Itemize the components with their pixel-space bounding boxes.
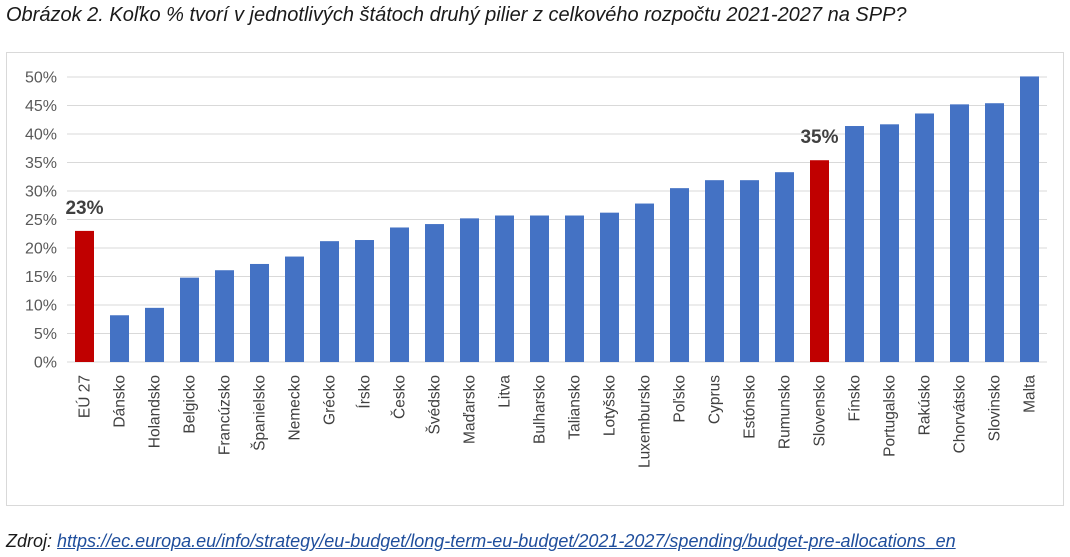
y-tick-label: 15% — [25, 269, 57, 286]
x-tick-label: Poľsko — [672, 375, 689, 423]
bars — [75, 76, 1039, 363]
y-tick-label: 25% — [25, 212, 57, 229]
bar-2 — [145, 307, 164, 362]
x-tick-label: Maďarsko — [462, 375, 479, 444]
bar-26 — [985, 103, 1004, 362]
bar-24 — [915, 113, 934, 362]
bar-14 — [565, 215, 584, 362]
x-tick-label: Francúzsko — [217, 375, 234, 455]
bar-27 — [1020, 76, 1039, 363]
bar-21 — [810, 160, 829, 362]
x-tick-label: Česko — [392, 375, 409, 419]
y-tick-label: 10% — [25, 298, 57, 315]
x-tick-label: Grécko — [322, 375, 339, 425]
bar-25 — [950, 104, 969, 363]
bar-1 — [110, 315, 129, 362]
x-tick-label: Írsko — [357, 375, 374, 409]
bar-22 — [845, 126, 864, 363]
x-tick-label: Bulharsko — [532, 375, 549, 444]
y-tick-label: 5% — [34, 326, 57, 343]
bar-9 — [390, 227, 409, 362]
bar-13 — [530, 215, 549, 362]
bar-15 — [600, 212, 619, 362]
y-tick-label: 45% — [25, 98, 57, 115]
x-tick-label: Španielsko — [252, 375, 269, 451]
x-tick-label: Cyprus — [707, 375, 724, 424]
source-line: Zdroj: https://ec.europa.eu/info/strateg… — [6, 531, 956, 552]
x-axis-ticks: EÚ 27 Dánsko Holandsko Belgicko Francúzsko Šp… — [77, 375, 1039, 468]
x-tick-label: Nemecko — [287, 375, 304, 440]
bar-12 — [495, 215, 514, 362]
x-tick-label: Taliansko — [567, 375, 584, 440]
y-tick-label: 40% — [25, 127, 57, 144]
y-axis-ticks: 0% 5% 10% 15% 20% 25% 30% 35% 40% 45% 50% — [25, 70, 57, 372]
bar-3 — [180, 277, 199, 362]
bar-23 — [880, 124, 899, 362]
x-tick-label: Litva — [497, 375, 514, 408]
callouts: 23% 35% — [65, 127, 838, 219]
bar-7 — [320, 241, 339, 362]
bar-18 — [705, 180, 724, 362]
x-tick-label: Slovinsko — [987, 375, 1004, 441]
x-tick-label: Portugalsko — [882, 375, 899, 457]
bar-11 — [460, 218, 479, 362]
x-tick-label: Rakúsko — [917, 375, 934, 435]
bar-19 — [740, 180, 759, 362]
bar-0 — [75, 230, 94, 362]
bar-5 — [250, 263, 269, 362]
x-tick-label: Chorvátsko — [952, 375, 969, 453]
x-tick-label: Slovensko — [812, 375, 829, 447]
x-tick-label: Švédsko — [427, 375, 444, 434]
bar-17 — [670, 188, 689, 362]
x-tick-label: Belgicko — [182, 375, 199, 434]
source-link[interactable]: https://ec.europa.eu/info/strategy/eu-bu… — [57, 531, 956, 551]
bar-16 — [635, 203, 654, 362]
source-label: Zdroj: — [6, 531, 53, 551]
y-tick-label: 50% — [25, 70, 57, 87]
callout-label: 35% — [800, 127, 838, 148]
bar-4 — [215, 270, 234, 362]
bar-10 — [425, 224, 444, 362]
bar-8 — [355, 240, 374, 362]
bar-20 — [775, 172, 794, 362]
callout-label: 23% — [65, 198, 103, 219]
y-tick-label: 35% — [25, 155, 57, 172]
y-tick-label: 0% — [34, 355, 57, 372]
chart-title: Obrázok 2. Koľko % tvorí v jednotlivých … — [6, 4, 907, 26]
y-tick-label: 20% — [25, 241, 57, 258]
x-tick-label: Rumunsko — [777, 375, 794, 449]
bar-chart: 0% 5% 10% 15% 20% 25% 30% 35% 40% 45% 50% EÚ 27 Dán… — [25, 70, 1047, 468]
bar-6 — [285, 256, 304, 362]
x-tick-label: Fínsko — [847, 375, 864, 422]
x-tick-label: Luxembursko — [637, 375, 654, 468]
y-tick-label: 30% — [25, 184, 57, 201]
x-tick-label: Malta — [1022, 375, 1039, 413]
x-tick-label: Lotyšsko — [602, 375, 619, 436]
gridlines — [67, 76, 1047, 363]
x-tick-label: Dánsko — [112, 375, 129, 428]
x-tick-label: Holandsko — [147, 375, 164, 448]
chart-frame — [6, 52, 1064, 506]
x-tick-label: EÚ 27 — [77, 375, 94, 418]
x-tick-label: Estónsko — [742, 375, 759, 439]
